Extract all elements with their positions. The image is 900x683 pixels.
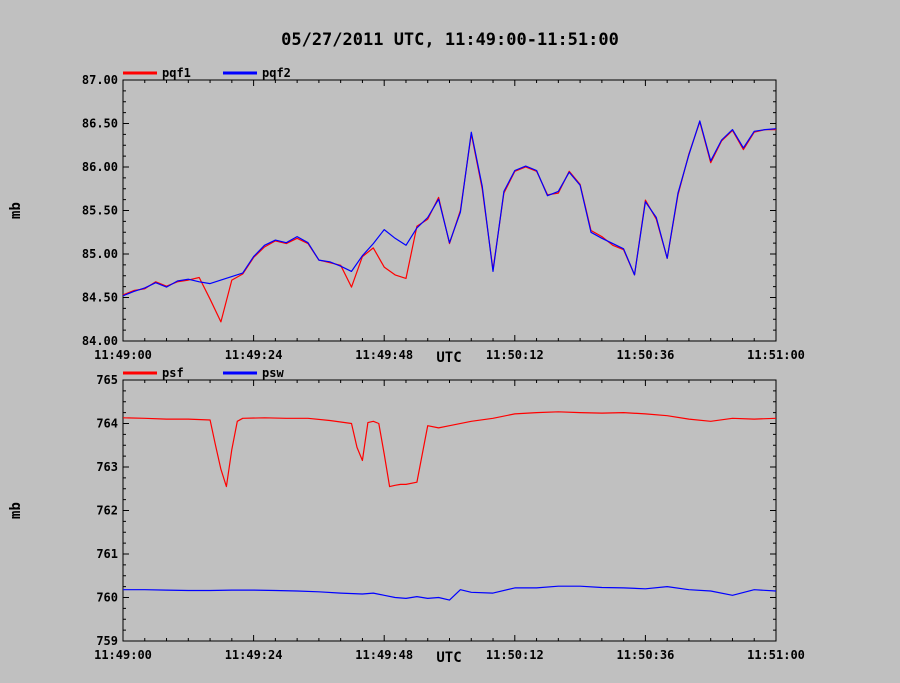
x-tick-label: 11:49:00 [94, 348, 152, 362]
y-axis-label: mb [8, 202, 24, 219]
x-tick-label: 11:49:48 [355, 348, 413, 362]
series-line-psw [123, 585, 777, 601]
legend-label-pqf2: pqf2 [262, 66, 291, 80]
plot-frame [122, 79, 777, 342]
x-tick-label: 11:51:00 [747, 348, 805, 362]
chart-title: 05/27/2011 UTC, 11:49:00-11:51:00 [281, 30, 619, 50]
y-tick-label: 84.00 [82, 334, 118, 348]
series-line-pqf2 [122, 120, 777, 297]
x-tick-label: 11:51:00 [747, 648, 805, 662]
y-tick-label: 759 [96, 634, 118, 648]
y-tick-label: 84.50 [82, 291, 118, 305]
y-tick-label: 760 [96, 591, 118, 605]
y-tick-label: 764 [96, 417, 118, 431]
x-axis-label: UTC [436, 350, 461, 366]
x-tick-label: 11:49:24 [225, 348, 283, 362]
x-tick-label: 11:50:36 [617, 348, 675, 362]
x-axis-label: UTC [436, 650, 461, 666]
y-tick-label: 763 [96, 460, 118, 474]
x-tick-label: 11:50:12 [486, 648, 544, 662]
y-tick-label: 761 [96, 547, 118, 561]
y-tick-label: 85.00 [82, 247, 118, 261]
y-tick-label: 762 [96, 504, 118, 518]
legend-label-psf: psf [162, 366, 184, 380]
x-tick-label: 11:49:48 [355, 648, 413, 662]
y-tick-label: 85.50 [82, 204, 118, 218]
x-tick-label: 11:49:00 [94, 648, 152, 662]
legend-label-psw: psw [262, 366, 284, 380]
legend-label-pqf1: pqf1 [162, 66, 191, 80]
x-tick-label: 11:50:36 [617, 648, 675, 662]
y-tick-label: 765 [96, 373, 118, 387]
x-tick-label: 11:49:24 [225, 648, 283, 662]
panel-1: 84.00 84.50 85.00 85.50 86.00 86.50 87.00 11:49… [8, 66, 805, 366]
y-tick-label: 87.00 [82, 73, 118, 87]
y-tick-label: 86.00 [82, 160, 118, 174]
panel-2: 759 760 761 762 763 764 765 11:49:00 11:49:24 11:… [8, 366, 805, 666]
series-line-psf [122, 411, 777, 488]
plot-frame [122, 379, 777, 642]
y-tick-label: 86.50 [82, 117, 118, 131]
series-line-pqf1 [122, 121, 776, 323]
x-tick-label: 11:50:12 [486, 348, 544, 362]
y-axis-label: mb [8, 502, 24, 519]
